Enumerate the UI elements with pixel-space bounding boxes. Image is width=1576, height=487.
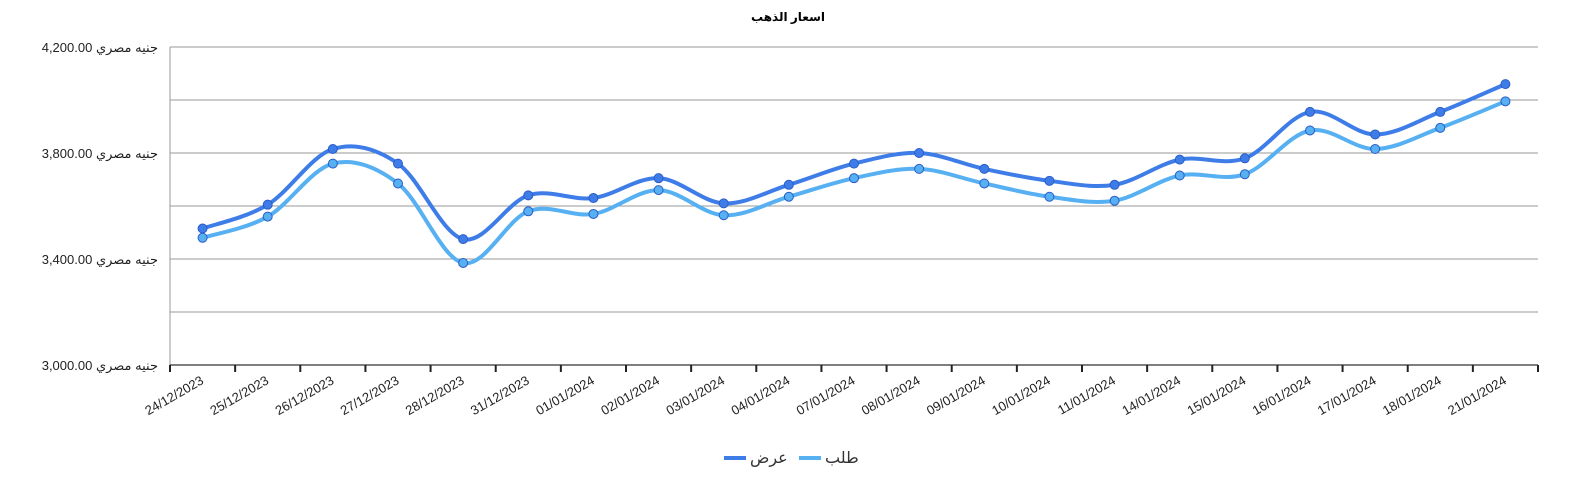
x-tick-label: 03/01/2024 bbox=[663, 373, 727, 419]
x-axis bbox=[169, 47, 1539, 372]
x-tick-label: 16/01/2024 bbox=[1250, 373, 1314, 419]
data-point[interactable] bbox=[1174, 170, 1185, 181]
x-tick-label: 09/01/2024 bbox=[924, 373, 988, 419]
data-point[interactable] bbox=[197, 223, 208, 234]
x-tick-label: 21/01/2024 bbox=[1445, 373, 1509, 419]
data-point[interactable] bbox=[1500, 79, 1511, 90]
x-tick-label: 18/01/2024 bbox=[1380, 373, 1444, 419]
data-point[interactable] bbox=[1500, 96, 1511, 107]
data-point[interactable] bbox=[718, 198, 729, 209]
data-point[interactable] bbox=[327, 144, 338, 155]
data-point[interactable] bbox=[523, 190, 534, 201]
data-point[interactable] bbox=[783, 179, 794, 190]
data-point[interactable] bbox=[849, 173, 859, 184]
data-point[interactable] bbox=[1174, 154, 1185, 165]
series-layer bbox=[197, 79, 1511, 268]
x-axis-ticks: 24/12/2023 25/12/2023 26/12/2023 27/12/2023… bbox=[142, 373, 1509, 419]
x-tick-label: 28/12/2023 bbox=[403, 373, 467, 419]
data-point[interactable] bbox=[979, 178, 990, 189]
data-point[interactable] bbox=[653, 173, 664, 184]
data-point[interactable] bbox=[914, 163, 925, 174]
x-tick-label: 15/01/2024 bbox=[1184, 373, 1248, 419]
x-tick-label: 25/12/2023 bbox=[207, 373, 271, 419]
legend[interactable]: عرض طلب bbox=[724, 450, 859, 468]
data-point[interactable] bbox=[1370, 129, 1381, 140]
x-tick-label: 26/12/2023 bbox=[272, 373, 336, 419]
data-point[interactable] bbox=[1044, 191, 1055, 202]
data-point[interactable] bbox=[197, 232, 208, 243]
data-point[interactable] bbox=[783, 191, 794, 202]
x-tick-label: 04/01/2024 bbox=[728, 373, 792, 419]
data-point[interactable] bbox=[1109, 195, 1120, 206]
data-point[interactable] bbox=[914, 148, 925, 158]
data-point[interactable] bbox=[393, 158, 403, 169]
data-point[interactable] bbox=[458, 234, 469, 245]
data-point[interactable] bbox=[1044, 175, 1055, 186]
legend-label-bid: طلب bbox=[825, 450, 859, 467]
data-point[interactable] bbox=[1435, 106, 1446, 117]
x-tick-label: 07/01/2024 bbox=[794, 373, 858, 419]
y-axis-ticks: 3,000.00 جنيه مصري 3,400.00 جنيه مصري 3,80… bbox=[42, 40, 158, 374]
x-tick-label: 27/12/2023 bbox=[338, 373, 402, 419]
data-point[interactable] bbox=[393, 178, 403, 189]
x-tick-label: 14/01/2024 bbox=[1119, 373, 1183, 419]
y-tick-label: 4,200.00 جنيه مصري bbox=[42, 40, 158, 56]
x-tick-label: 01/01/2024 bbox=[533, 373, 597, 419]
x-tick-label: 10/01/2024 bbox=[989, 373, 1053, 419]
data-point[interactable] bbox=[1239, 153, 1250, 164]
data-point[interactable] bbox=[262, 211, 273, 222]
data-point[interactable] bbox=[262, 199, 273, 210]
x-tick-label: 24/12/2023 bbox=[142, 373, 206, 419]
data-point[interactable] bbox=[327, 158, 338, 169]
x-tick-label: 02/01/2024 bbox=[598, 373, 662, 419]
data-point[interactable] bbox=[523, 206, 534, 217]
data-point[interactable] bbox=[1435, 122, 1446, 133]
data-point[interactable] bbox=[849, 158, 859, 169]
data-point[interactable] bbox=[1370, 144, 1381, 155]
x-tick-label: 11/01/2024 bbox=[1055, 373, 1118, 418]
data-point[interactable] bbox=[1305, 106, 1315, 117]
data-point[interactable] bbox=[1305, 125, 1315, 136]
data-point[interactable] bbox=[458, 257, 469, 268]
data-point[interactable] bbox=[979, 163, 990, 174]
data-point[interactable] bbox=[588, 193, 599, 204]
x-tick-label: 17/01/2024 bbox=[1315, 373, 1379, 419]
x-tick-label: 31/12/2023 bbox=[468, 373, 532, 419]
data-point[interactable] bbox=[1109, 179, 1120, 190]
y-tick-label: 3,000.00 جنيه مصري bbox=[42, 358, 158, 374]
x-tick-label: 08/01/2024 bbox=[859, 373, 923, 419]
data-point[interactable] bbox=[653, 185, 664, 196]
y-tick-label: 3,400.00 جنيه مصري bbox=[42, 252, 158, 268]
legend-label-offer: عرض bbox=[750, 450, 788, 468]
grid-lines bbox=[170, 46, 1538, 313]
y-tick-label: 3,800.00 جنيه مصري bbox=[42, 146, 158, 162]
data-point[interactable] bbox=[718, 210, 729, 221]
data-point[interactable] bbox=[588, 208, 599, 219]
chart-title: اسعار الذهب bbox=[751, 10, 825, 24]
data-point[interactable] bbox=[1239, 169, 1250, 180]
